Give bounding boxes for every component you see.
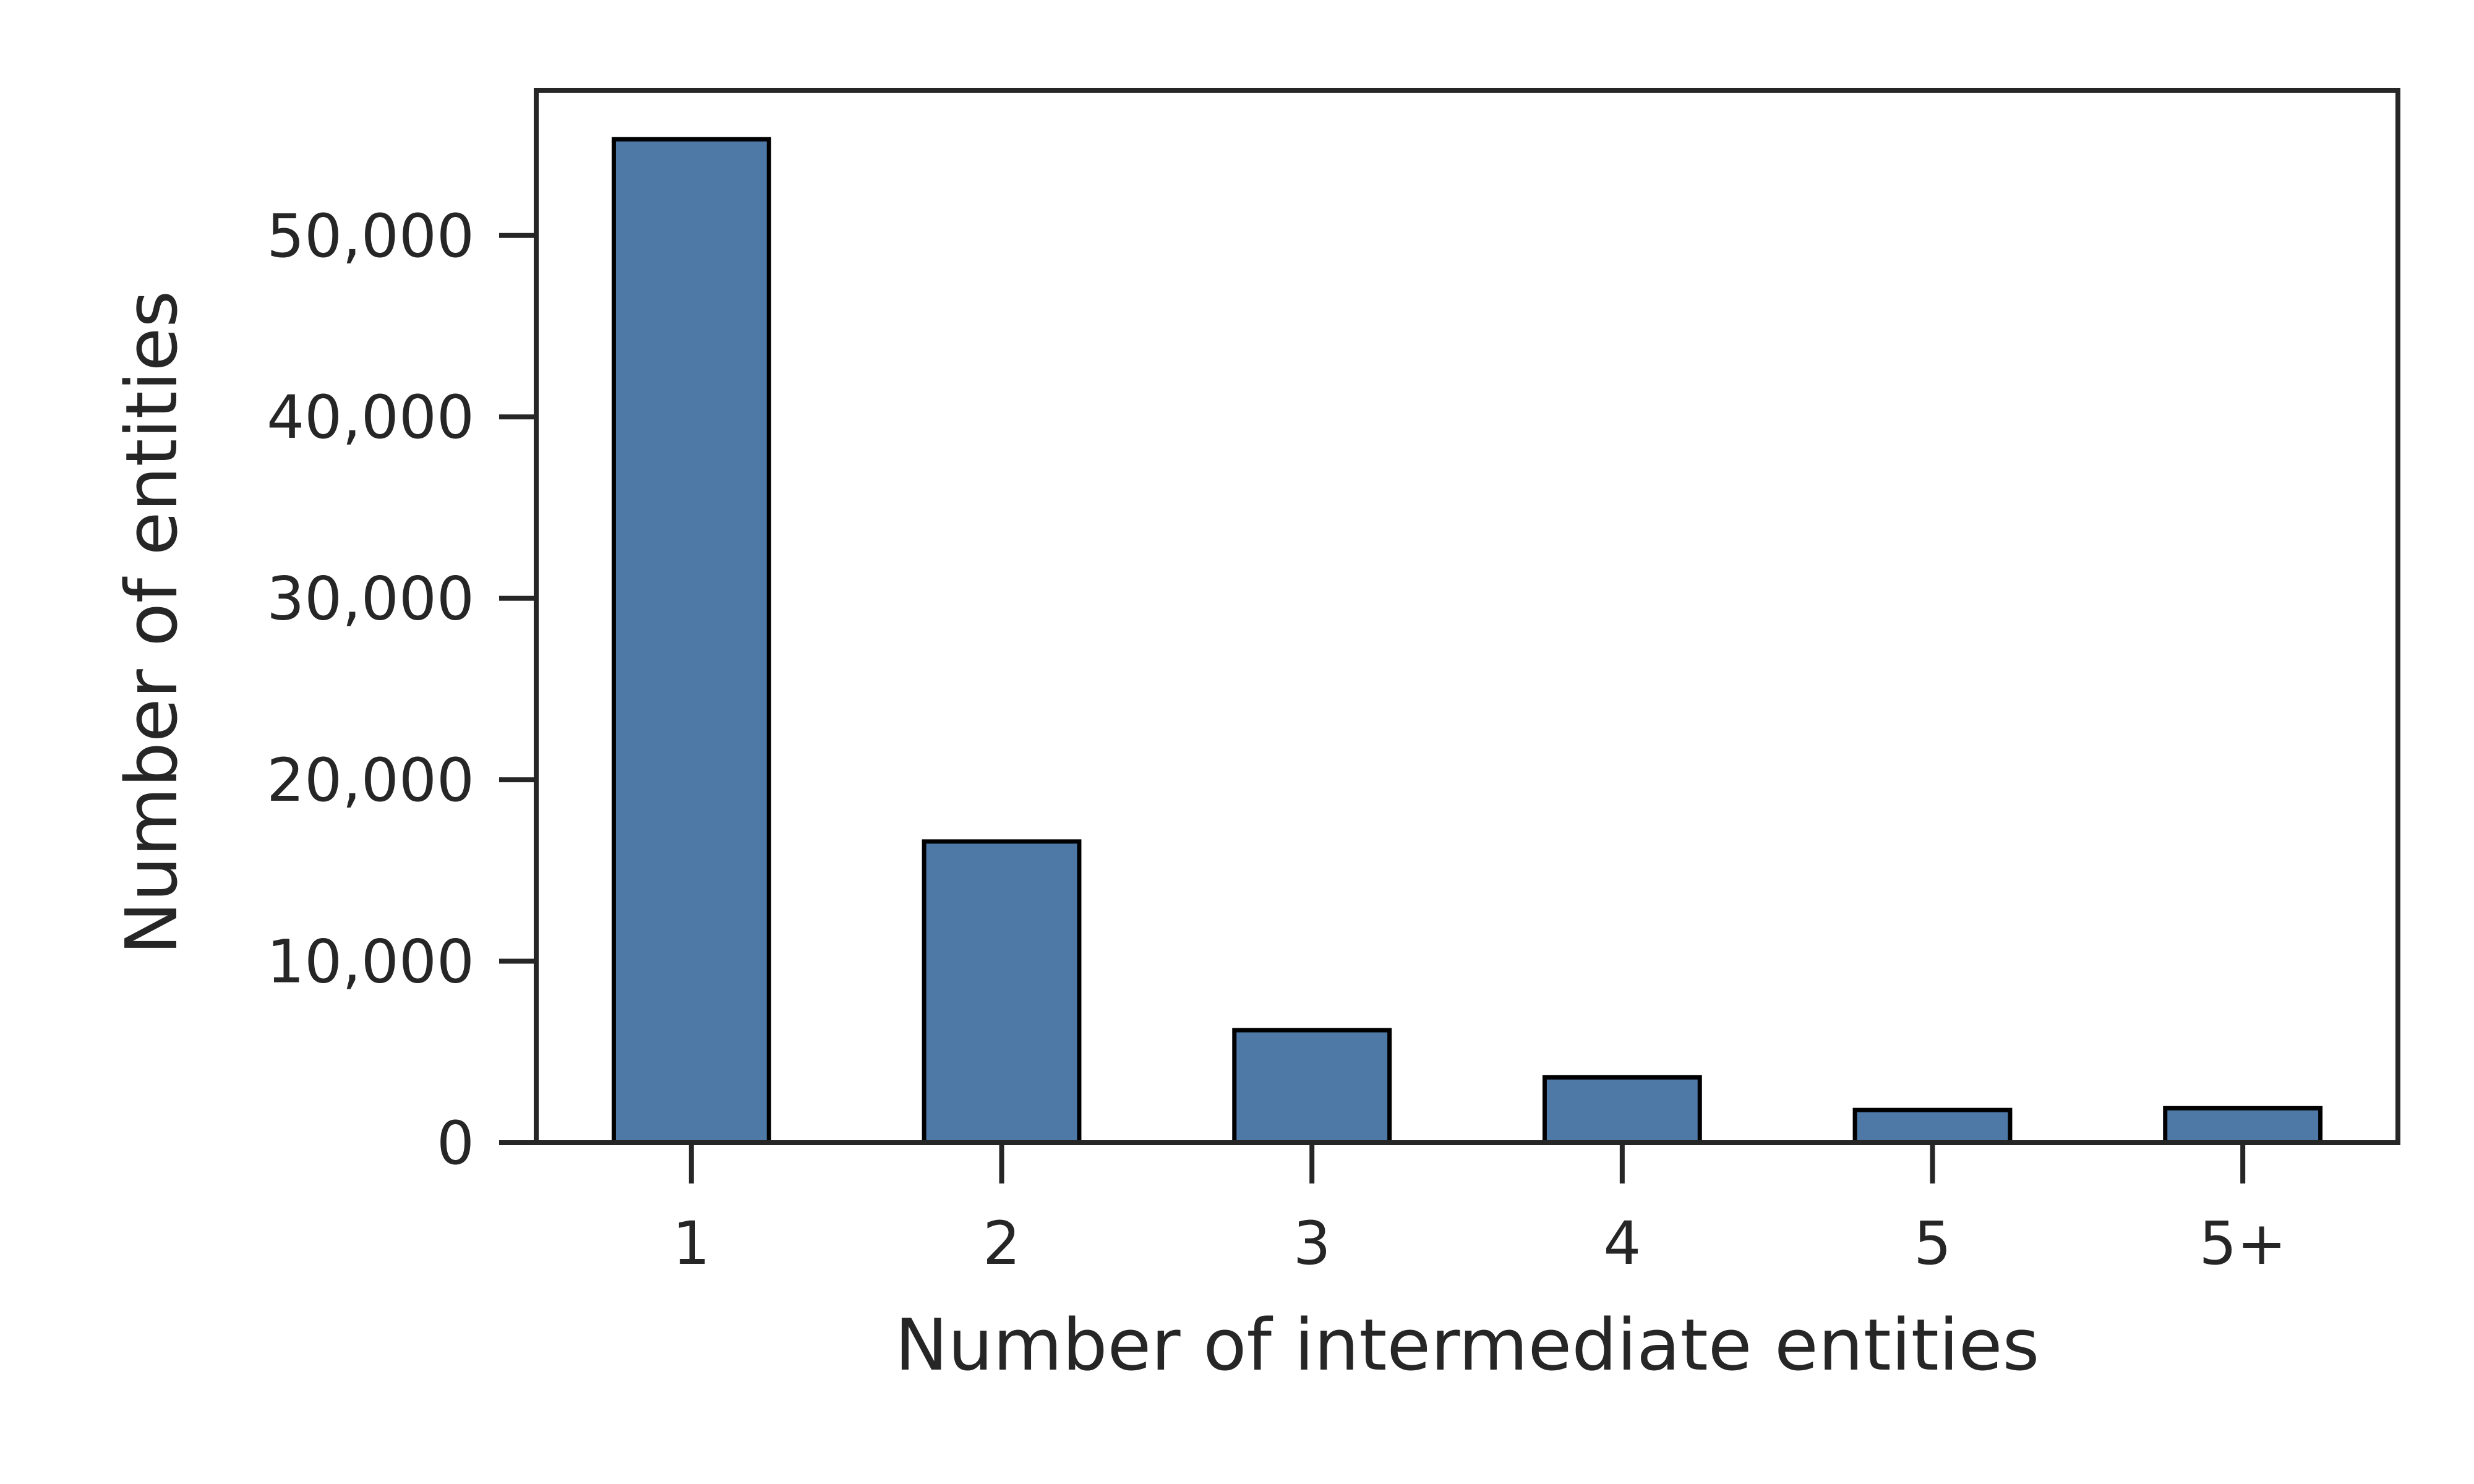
y-tick-label: 10,000 — [267, 927, 474, 997]
x-tick-label: 5 — [1914, 1209, 1951, 1278]
y-tick-label: 20,000 — [267, 746, 474, 815]
y-tick-label: 0 — [437, 1109, 474, 1178]
x-tick-label: 1 — [672, 1209, 710, 1278]
bar-4 — [1542, 1075, 1702, 1145]
x-axis-ticks: 1 2 3 4 5 5+ — [672, 1143, 2287, 1278]
plot-frame — [534, 88, 2400, 1145]
bar-1 — [611, 137, 771, 1145]
y-tick-label: 30,000 — [267, 565, 474, 634]
x-axis-label: Number of intermediate entities — [895, 1304, 2040, 1387]
y-tick-label: 50,000 — [267, 202, 474, 271]
bar-5 — [1852, 1107, 2013, 1145]
x-tick-label: 3 — [1293, 1209, 1331, 1278]
x-tick-label: 2 — [983, 1209, 1021, 1278]
x-tick-label: 5+ — [2199, 1209, 2287, 1278]
bar-5-plus — [2163, 1106, 2323, 1145]
y-tick-label: 40,000 — [267, 383, 474, 452]
bar-3 — [1232, 1028, 1392, 1145]
bars — [611, 137, 2323, 1145]
bar-2 — [922, 839, 1082, 1145]
y-axis-label: Number of entities — [111, 291, 194, 955]
y-axis-ticks: 0 10,000 20,000 30,000 40,000 50,000 — [267, 202, 536, 1178]
x-tick-label: 4 — [1603, 1209, 1641, 1278]
